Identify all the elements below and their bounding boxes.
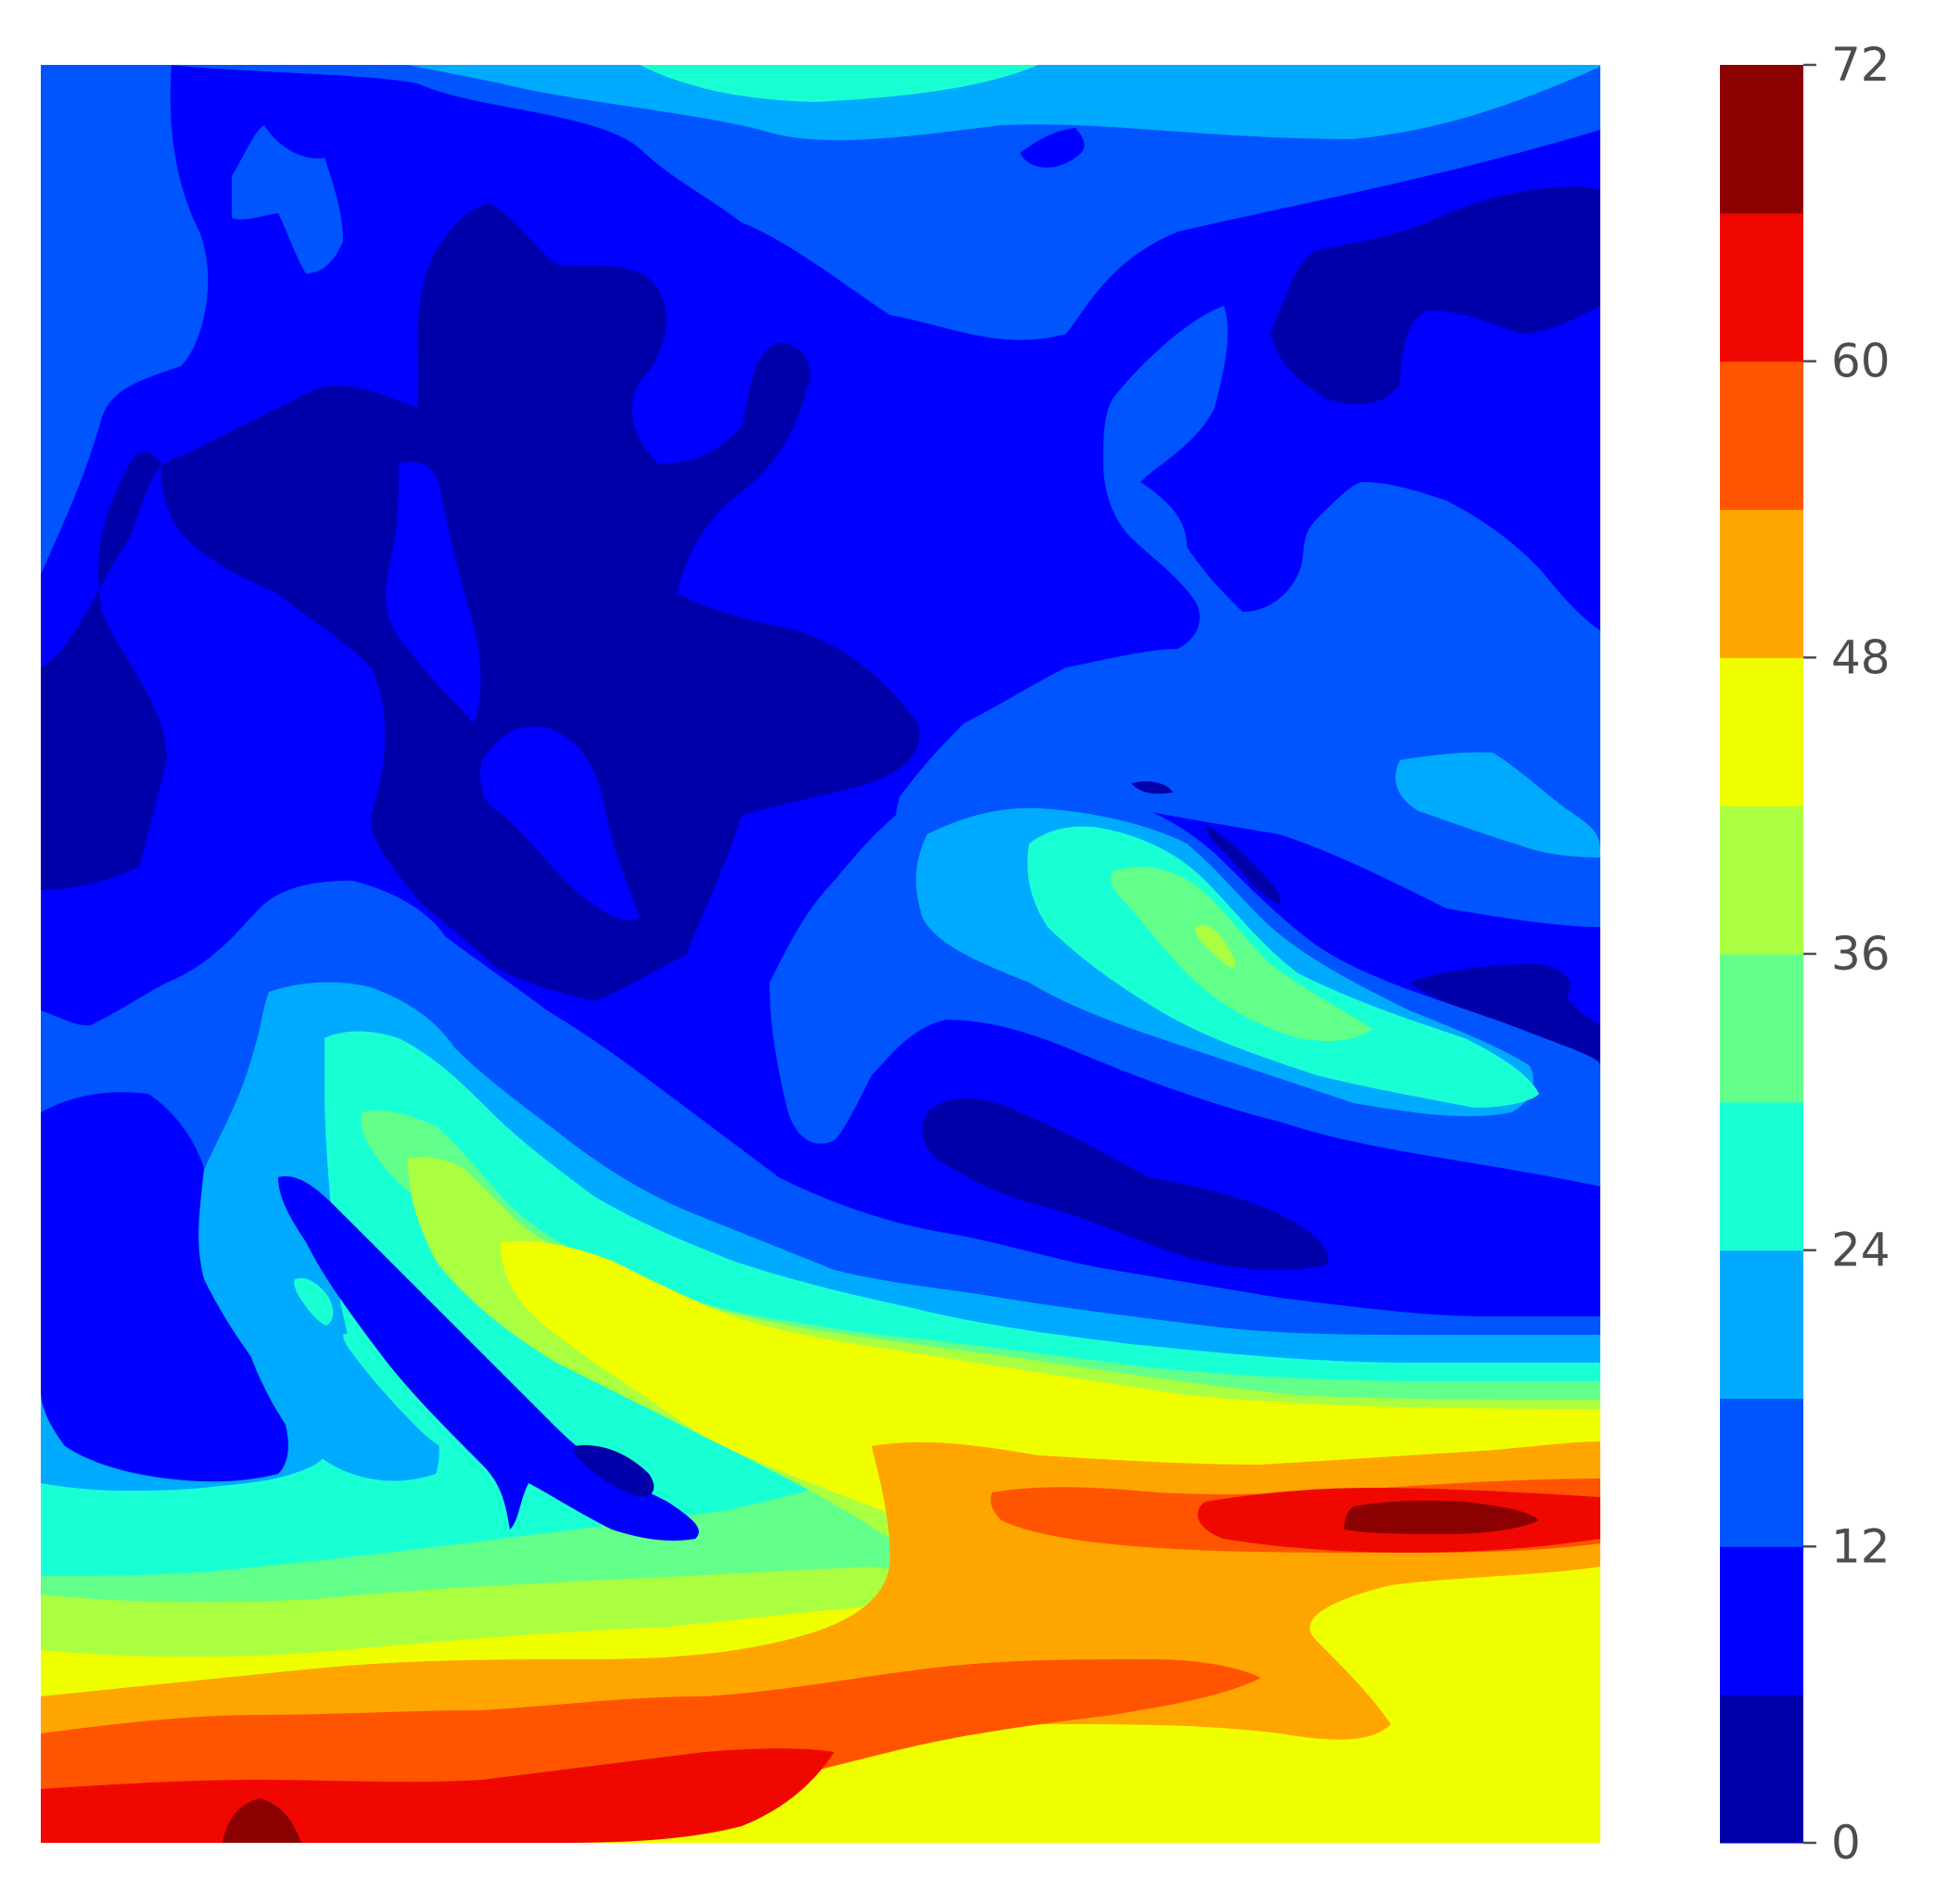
colorbar-segment xyxy=(1720,1250,1803,1399)
colorbar-segment xyxy=(1720,509,1803,658)
colorbar-tick-label: 72 xyxy=(1831,38,1891,92)
contour-fill-dark-upper-right xyxy=(1270,186,1600,405)
contour-fill-lower-left-12b xyxy=(230,1218,439,1481)
contour-fill-patch-12 xyxy=(232,125,343,273)
colorbar-tick-label: 48 xyxy=(1831,630,1891,684)
contour-fill-dark-bits xyxy=(1131,781,1281,904)
colorbar-ticks: 0 12 24 36 48 60 72 xyxy=(1803,38,1891,1870)
contour-fill-inner-blue-b xyxy=(480,726,640,920)
contour-fill-dark-right-strip xyxy=(1409,964,1600,1061)
contour-fill-left-12 xyxy=(41,65,209,575)
contour-fill-diag-blue xyxy=(278,1176,699,1541)
colorbar xyxy=(1720,65,1803,1844)
colorbar-segment xyxy=(1720,806,1803,955)
colorbar-segment xyxy=(1720,657,1803,806)
contour-fill-lower-54 xyxy=(41,1479,1600,1843)
colorbar-segment xyxy=(1720,1546,1803,1695)
colorbar-segment xyxy=(1720,212,1803,362)
colorbar-tick-label: 36 xyxy=(1831,927,1891,981)
contour-fill-top-24 xyxy=(640,65,1038,102)
contour-fill-patch-12-top xyxy=(1020,128,1085,168)
contour-fill-dark-mid-right xyxy=(922,1098,1329,1270)
colorbar-tick-label: 60 xyxy=(1831,335,1891,388)
colorbar-tick-label: 12 xyxy=(1831,1519,1891,1573)
contour-fill-swirl-36 xyxy=(1195,925,1235,969)
contour-fill-right-mid-18 xyxy=(1395,752,1600,857)
colorbar-segment xyxy=(1720,1695,1803,1844)
colorbar-segment xyxy=(1720,1398,1803,1547)
colorbar-segment xyxy=(1720,954,1803,1103)
contour-fill-inner-blue-a xyxy=(386,462,481,723)
contour-fill-dark-upper-left xyxy=(41,204,920,1001)
contour-fill-swirl-30 xyxy=(1111,867,1372,1041)
contour-plot-area xyxy=(41,65,1600,1843)
colorbar-segment xyxy=(1720,1101,1803,1251)
contour-fill-diag-dark xyxy=(574,1445,655,1497)
contour-fill-lower-left-12 xyxy=(41,1092,288,1482)
colorbar-tick-label: 24 xyxy=(1831,1224,1891,1277)
colorbar-tick-label: 0 xyxy=(1831,1816,1861,1870)
colorbar-segment xyxy=(1720,65,1803,214)
colorbar-segment xyxy=(1720,361,1803,510)
